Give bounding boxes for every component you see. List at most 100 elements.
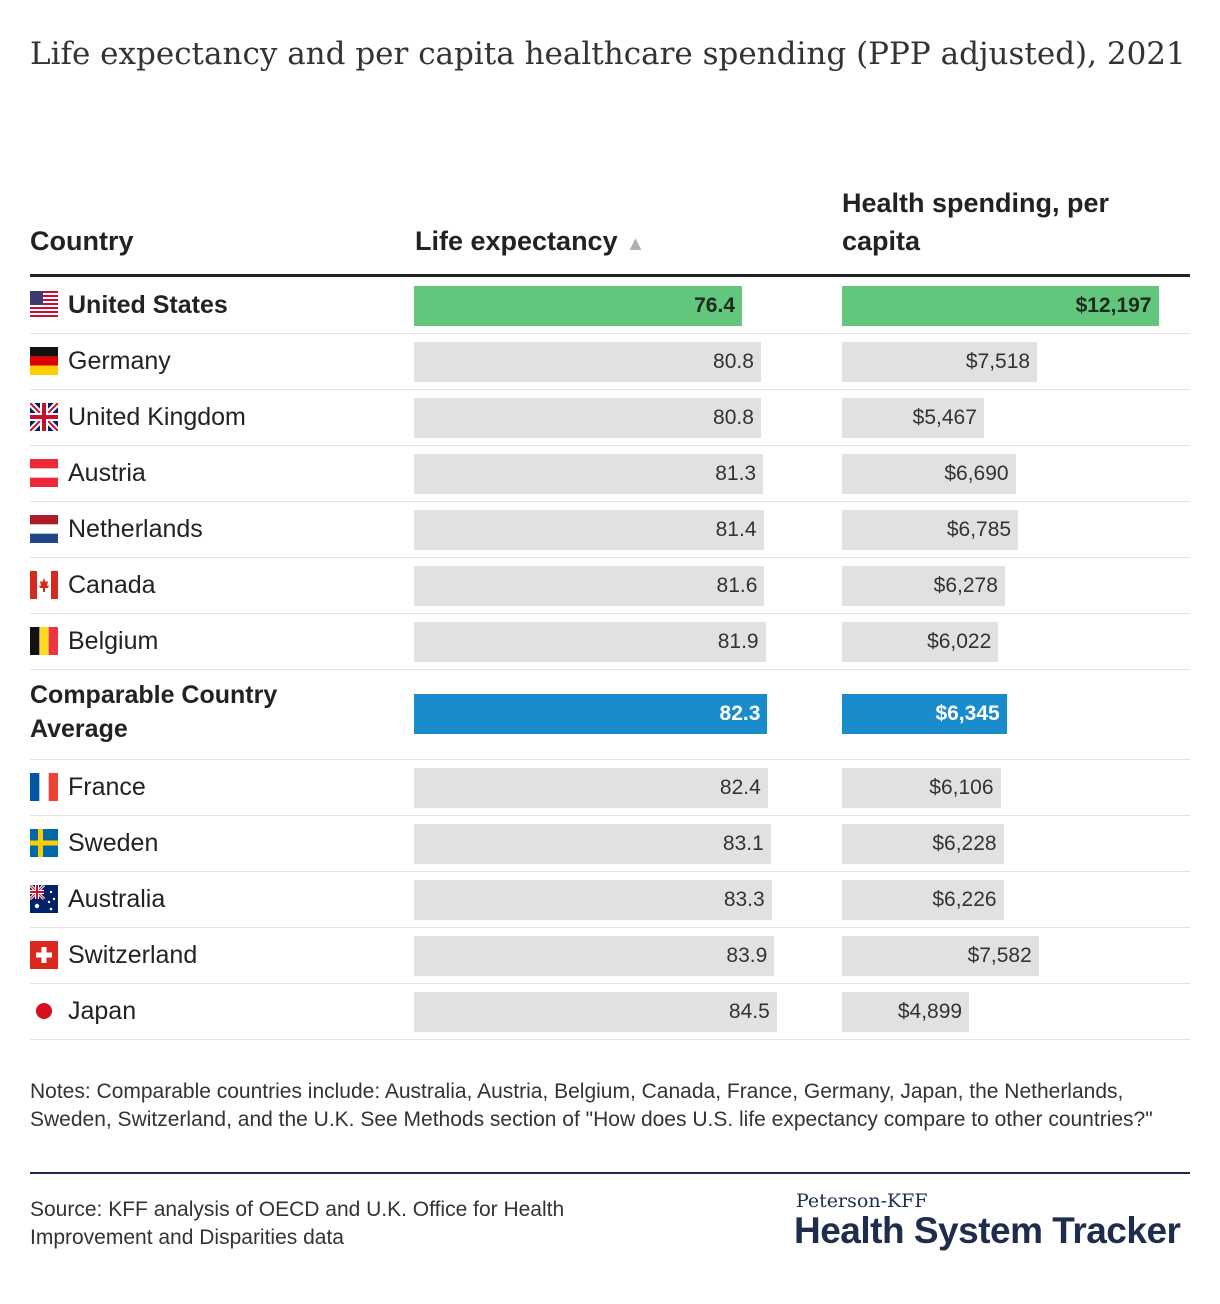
table-row: Comparable Country Average 82.3 $6,345 (30, 670, 1190, 760)
chart-title: Life expectancy and per capita healthcar… (30, 36, 1186, 72)
spending-bar: $6,345 (842, 694, 1007, 734)
header-spending[interactable]: Health spending, per capita (842, 184, 1172, 260)
life-expectancy-label: 80.8 (713, 350, 754, 373)
country-name: Belgium (68, 627, 159, 655)
spending-label: $6,690 (944, 462, 1009, 485)
australia-flag-icon (30, 885, 58, 913)
netherlands-flag-icon (30, 515, 58, 543)
life-expectancy-bar: 80.8 (414, 342, 761, 382)
life-expectancy-label: 81.6 (716, 574, 758, 597)
spending-bar: $6,106 (842, 768, 1001, 808)
life-expectancy-label: 84.5 (728, 1000, 770, 1023)
us-flag-icon (30, 291, 58, 319)
spending-bar: $6,226 (842, 880, 1004, 920)
table-row: Switzerland 83.9 $7,582 (30, 928, 1190, 984)
sort-ascending-icon[interactable]: ▲ (625, 233, 646, 255)
country-name: Switzerland (68, 941, 198, 969)
life-expectancy-bar: 83.3 (414, 880, 772, 920)
table-row: Canada 81.6 $6,278 (30, 558, 1190, 614)
spending-label: $12,197 (1075, 294, 1152, 317)
life-expectancy-bar: 81.9 (414, 622, 766, 662)
spending-label: $6,106 (929, 776, 994, 799)
spending-label: $6,345 (935, 702, 1000, 725)
spending-bar: $5,467 (842, 398, 984, 438)
france-flag-icon (30, 773, 58, 801)
spending-label: $7,518 (965, 350, 1031, 373)
life-expectancy-bar: 81.3 (414, 454, 764, 494)
spending-bar: $6,785 (842, 510, 1019, 550)
header-life-expectancy[interactable]: Life expectancy ▲ (415, 222, 645, 263)
header-life-expectancy-label: Life expectancy (415, 226, 618, 256)
spending-bar: $4,899 (842, 992, 970, 1032)
country-name: France (68, 773, 146, 801)
spending-bar: $6,690 (842, 454, 1016, 494)
spending-bar: $7,582 (842, 936, 1039, 976)
canada-flag-icon (30, 571, 58, 599)
life-expectancy-bar: 82.4 (414, 768, 768, 808)
table-row: Austria 81.3 $6,690 (30, 446, 1190, 502)
life-expectancy-bar: 83.9 (414, 936, 775, 976)
notes: Notes: Comparable countries include: Aus… (30, 1080, 1153, 1131)
life-expectancy-bar: 76.4 (414, 286, 742, 326)
table-row: Australia 83.3 $6,226 (30, 872, 1190, 928)
life-expectancy-bar: 80.8 (414, 398, 761, 438)
life-expectancy-label: 80.8 (713, 406, 754, 429)
spending-bar: $6,228 (842, 824, 1004, 864)
life-expectancy-label: 82.4 (719, 776, 761, 799)
uk-flag-icon (30, 403, 58, 431)
source-note: Source: KFF analysis of OECD and U.K. Of… (30, 1198, 565, 1249)
table-row: Sweden 83.1 $6,228 (30, 816, 1190, 872)
spending-bar: $7,518 (842, 342, 1038, 382)
country-name: Germany (68, 347, 171, 375)
footer-divider (30, 1172, 1190, 1174)
spending-label: $7,582 (967, 944, 1032, 967)
brand-subtitle: Peterson-KFF (796, 1190, 928, 1212)
header-spending-label: Health spending, per capita (842, 188, 1110, 256)
life-expectancy-label: 81.9 (717, 630, 759, 653)
spending-bar: $12,197 (842, 286, 1159, 326)
spending-bar: $6,278 (842, 566, 1005, 606)
spending-label: $6,226 (932, 888, 997, 911)
table-row: United Kingdom 80.8 $5,467 (30, 390, 1190, 446)
country-name: Australia (68, 885, 166, 913)
life-expectancy-label: 81.4 (715, 518, 757, 541)
spending-label: $4,899 (897, 1000, 963, 1023)
table-row: Japan 84.5 $4,899 (30, 984, 1190, 1040)
table-row: Netherlands 81.4 $6,785 (30, 502, 1190, 558)
austria-flag-icon (30, 459, 58, 487)
country-name: United Kingdom (68, 403, 246, 431)
header-country-label: Country (30, 226, 134, 256)
country-name: United States (68, 291, 228, 319)
life-expectancy-label: 81.3 (715, 462, 757, 485)
sweden-flag-icon (30, 829, 58, 857)
spending-label: $6,228 (932, 832, 997, 855)
japan-flag-icon (30, 997, 58, 1025)
spending-label: $6,022 (927, 630, 992, 653)
life-expectancy-label: 76.4 (694, 294, 735, 317)
life-expectancy-bar: 84.5 (414, 992, 777, 1032)
header-country[interactable]: Country (30, 222, 134, 260)
life-expectancy-bar: 81.4 (414, 510, 764, 550)
belgium-flag-icon (30, 627, 58, 655)
brand-logo: Health System Tracker (794, 1210, 1181, 1251)
life-expectancy-label: 83.1 (722, 832, 764, 855)
header-divider (30, 274, 1190, 277)
country-name: Austria (68, 459, 146, 487)
country-name: Netherlands (68, 515, 203, 543)
switzerland-flag-icon (30, 941, 58, 969)
germany-flag-icon (30, 347, 58, 375)
country-name: Comparable Country Average (30, 681, 278, 743)
table-row: Germany 80.8 $7,518 (30, 334, 1190, 390)
spending-label: $6,785 (946, 518, 1012, 541)
life-expectancy-label: 83.3 (723, 888, 765, 911)
country-name: Sweden (68, 829, 159, 857)
table-row: France 82.4 $6,106 (30, 760, 1190, 816)
life-expectancy-bar: 81.6 (414, 566, 765, 606)
spending-label: $6,278 (933, 574, 998, 597)
spending-label: $5,467 (912, 406, 977, 429)
life-expectancy-label: 82.3 (719, 702, 761, 725)
table-row: Belgium 81.9 $6,022 (30, 614, 1190, 670)
country-name: Japan (68, 997, 137, 1025)
life-expectancy-label: 83.9 (726, 944, 768, 967)
country-name: Canada (68, 571, 156, 599)
